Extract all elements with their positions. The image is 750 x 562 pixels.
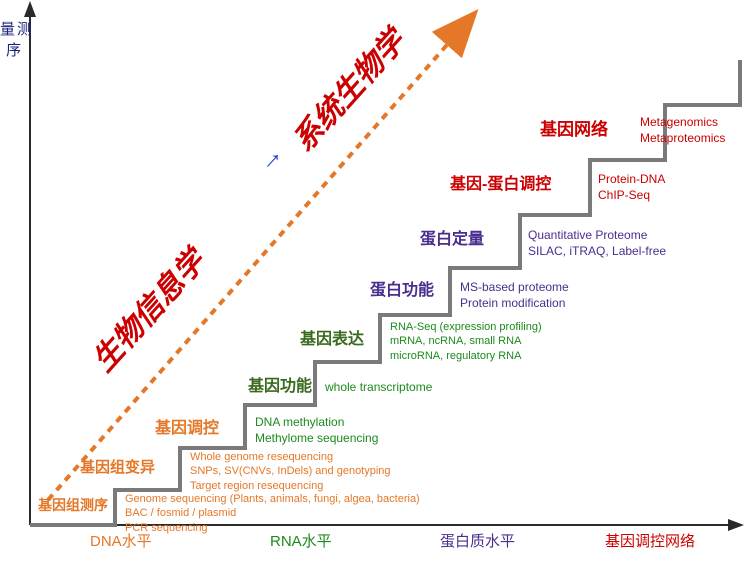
step-detail-0: Genome sequencing (Plants, animals, fung… [125,492,420,535]
x-axis-label-1: RNA水平 [270,530,332,551]
step-label-7: 基因-蛋白调控 [450,170,551,194]
step-detail-4: RNA-Seq (expression profiling) mRNA, ncR… [390,320,542,363]
step-detail-1: Whole genome resequencing SNPs, SV(CNVs,… [190,450,391,493]
step-label-8: 基因网络 [540,115,608,140]
step-label-1: 基因组变异 [80,456,155,477]
x-axis-label-2: 蛋白质水平 [440,530,515,551]
diagram-canvas: 量测 序 生物信息学→系统生物学 基因组测序基因组变异基因调控基因功能基因表达蛋… [0,0,750,562]
step-detail-5: MS-based proteome Protein modification [460,280,569,311]
step-label-5: 蛋白功能 [370,276,434,300]
step-label-3: 基因功能 [248,372,312,396]
step-label-4: 基因表达 [300,325,364,349]
step-detail-3: whole transcriptome [325,380,432,396]
step-label-6: 蛋白定量 [420,225,484,249]
x-axis-label-3: 基因调控网络 [605,530,695,551]
step-detail-2: DNA methylation Methylome sequencing [255,415,378,446]
step-label-2: 基因调控 [155,414,219,438]
step-detail-8: Metagenomics Metaproteomics [640,115,725,146]
x-axis-label-0: DNA水平 [90,530,152,551]
y-axis-label: 量测 序 [0,18,34,60]
step-label-0: 基因组测序 [38,495,108,515]
step-detail-6: Quantitative Proteome SILAC, iTRAQ, Labe… [528,228,666,259]
step-detail-7: Protein-DNA ChIP-Seq [598,172,665,203]
